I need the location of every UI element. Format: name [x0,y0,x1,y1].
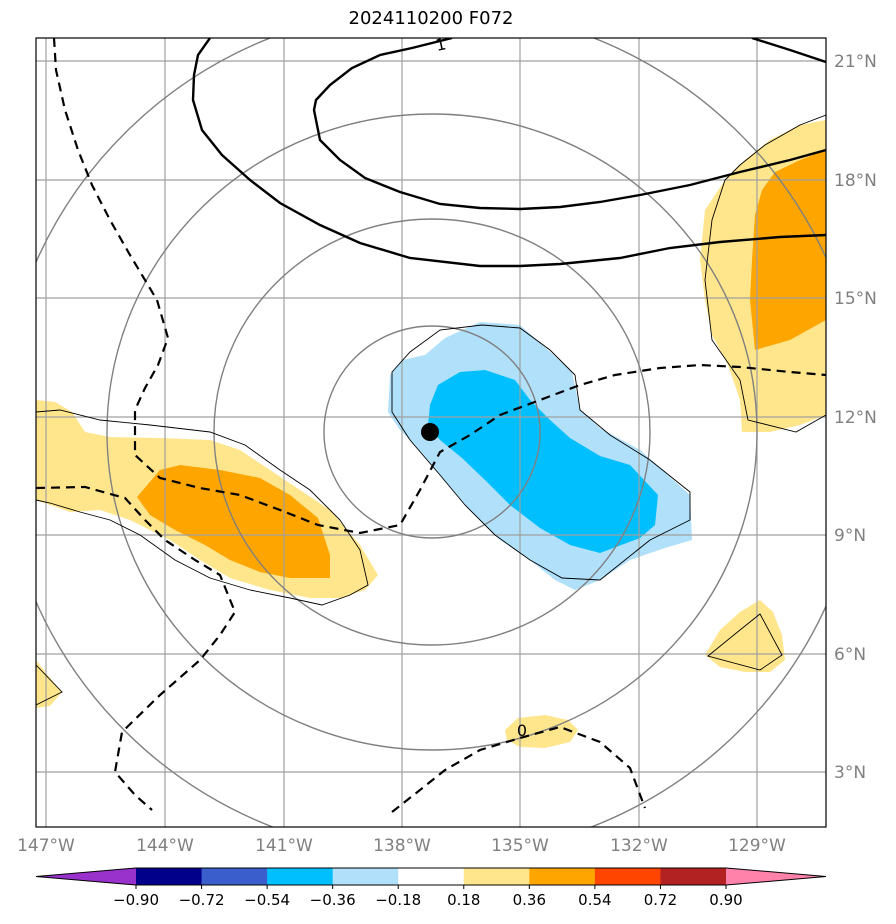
lon-label: 138°W [373,836,431,856]
dashed-contours [36,38,826,813]
colorbar-tick-label: 0.90 [709,891,742,909]
shaded-field [36,120,826,748]
lat-label: 12°N [834,408,877,428]
lat-label: 6°N [834,645,866,665]
lon-label: 144°W [136,836,194,856]
thin-contours [36,114,826,706]
latitude-labels: 21°N 18°N 15°N 12°N 9°N 6°N 3°N [834,52,877,783]
range-rings [36,38,826,827]
lon-label: 141°W [255,836,313,856]
colorbar-tick-label: −0.72 [179,891,225,909]
colorbar-extend-low [36,868,136,885]
colorbar-tick-label: 0.54 [578,891,611,909]
solid-contours [191,38,826,268]
contour-label-zero: 0 [517,721,527,740]
lat-label: 21°N [834,52,877,72]
lon-label: 135°W [491,836,549,856]
longitude-labels: 147°W 144°W 141°W 138°W 135°W 132°W 129°… [17,836,786,856]
colorbar-segment [201,868,268,885]
colorbar-tick-label: 0.72 [644,891,677,909]
colorbar-segment [267,868,334,885]
colorbar-extend-high [726,868,826,885]
colorbar-segment [660,868,727,885]
storm-center-marker [421,423,439,441]
colorbar-tick-label: −0.18 [375,891,421,909]
colorbar-tick-label: −0.36 [310,891,356,909]
colorbar-segment [594,868,661,885]
shade-negative-core [428,370,658,553]
lat-label: 15°N [834,289,877,309]
map-title: 2024110200 F072 [348,8,514,29]
colorbar-segment [398,868,465,885]
lon-label: 147°W [17,836,75,856]
contour-label-one: 1 [434,34,448,55]
colorbar-tick-label: −0.54 [244,891,290,909]
lon-label: 129°W [728,836,786,856]
lon-label: 132°W [610,836,668,856]
colorbar-segment [332,868,399,885]
lat-label: 9°N [834,526,866,546]
lat-label: 3°N [834,763,866,783]
map-frame [35,37,827,828]
colorbar-tick-label: 0.18 [447,891,480,909]
shade-positive-southwest-edge [36,660,62,708]
colorbar-tick-label: −0.90 [113,891,159,909]
map-plot-area: 1 0 [36,34,826,827]
colorbar-segment [136,868,203,885]
shade-positive-east-core [750,150,826,350]
colorbar: −0.90 −0.72 −0.54 −0.36 −0.18 0.18 0.36 0.54 0.7… [35,867,827,909]
lat-label: 18°N [834,171,877,191]
colorbar-segment [529,868,596,885]
colorbar-segment [463,868,530,885]
colorbar-tick-label: 0.36 [513,891,546,909]
